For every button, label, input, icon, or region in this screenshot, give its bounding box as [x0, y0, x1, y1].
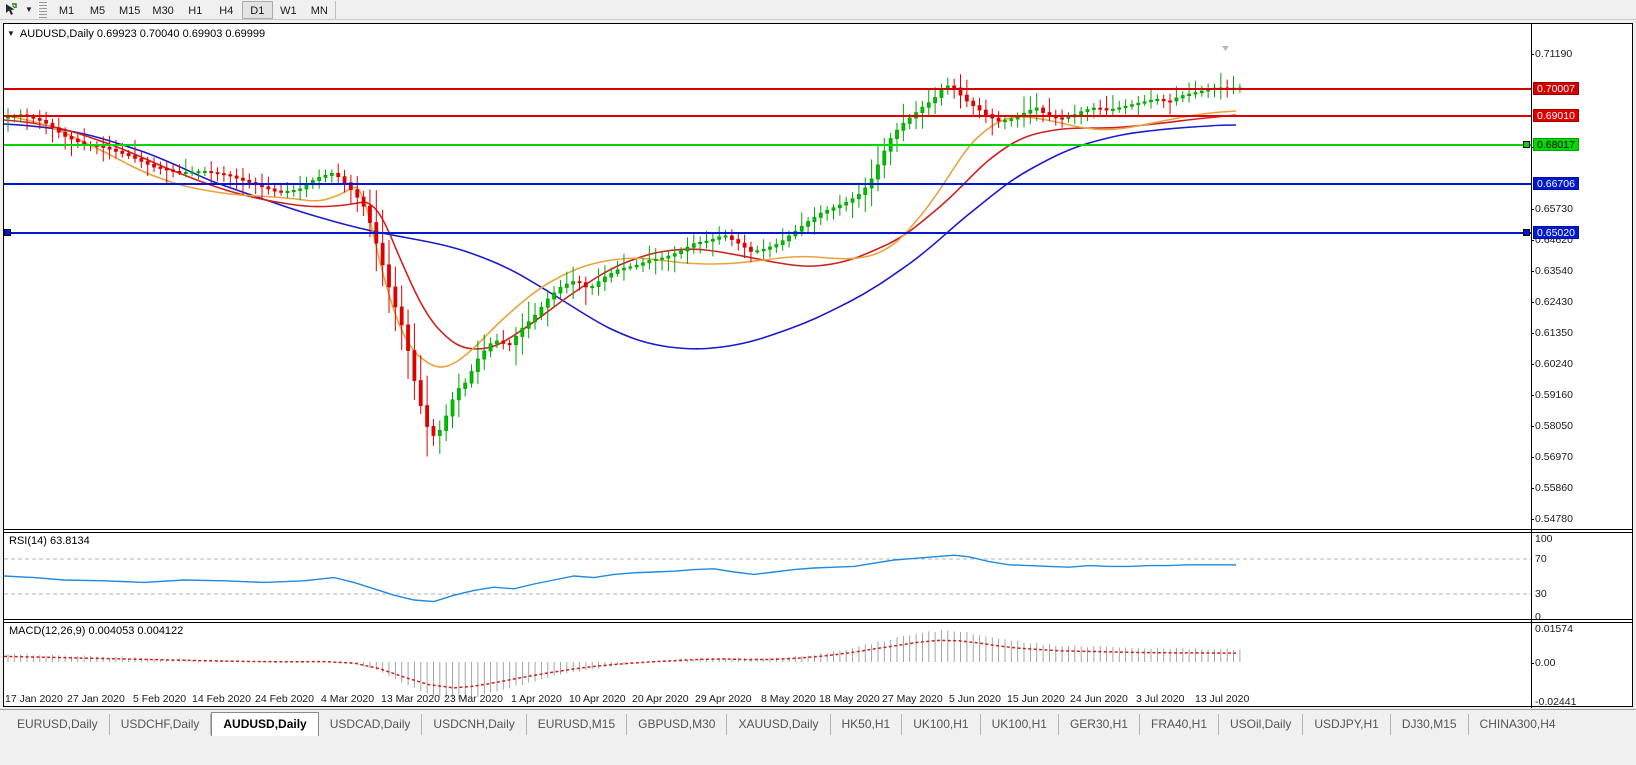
date-tick: 27 May 2020 — [882, 693, 943, 705]
price-badge-065020[interactable]: 0.65020 — [1533, 226, 1579, 239]
date-tick: 1 Apr 2020 — [511, 693, 562, 705]
tab-eurusd-daily[interactable]: EURUSD,Daily — [6, 714, 110, 735]
date-tick: 13 Jul 2020 — [1195, 693, 1250, 705]
rsi-tick-100: 100 — [1535, 533, 1553, 545]
rsi-tick-70: 70 — [1535, 553, 1547, 565]
timeframe-mn[interactable]: MN — [310, 4, 328, 17]
toolbar-drag-handle[interactable] — [38, 1, 47, 18]
date-axis: 17 Jan 2020 27 Jan 2020 5 Feb 2020 14 Fe… — [3, 693, 1633, 707]
date-tick: 24 Feb 2020 — [255, 693, 314, 705]
rsi-tick-0: 0 — [1535, 611, 1541, 623]
tab-audusd-daily[interactable]: AUDUSD,Daily — [211, 712, 319, 736]
price-tick: 0.55860 — [1531, 483, 1573, 494]
macd-tick-bottom: -0.02441 — [1535, 696, 1577, 708]
price-tick: 0.65730 — [1531, 204, 1573, 215]
macd-pane-title: MACD(12,26,9) 0.004053 0.004122 — [9, 625, 184, 637]
date-tick: 4 Mar 2020 — [321, 693, 375, 705]
pane-separator-macd — [4, 619, 1632, 620]
timeframe-m1[interactable]: M1 — [58, 4, 75, 17]
timeframe-button-group: M1 M5 M15 M30 H1 H4 D1 W1 MN — [51, 0, 336, 19]
price-tick: 0.56970 — [1531, 452, 1573, 463]
level-line-069010[interactable] — [4, 115, 1531, 117]
timeframe-d1[interactable]: D1 — [241, 0, 273, 19]
pane-separator-macd-2 — [4, 622, 1632, 623]
tab-china300-h4[interactable]: CHINA300,H4 — [1479, 717, 1556, 731]
chevron-down-icon[interactable]: ▼ — [25, 5, 33, 14]
date-tick: 23 Mar 2020 — [444, 693, 503, 705]
tab-usdjpy-h1[interactable]: USDJPY,H1 — [1303, 714, 1391, 735]
tab-ger30-h1[interactable]: GER30,H1 — [1059, 714, 1140, 735]
date-tick: 29 Apr 2020 — [695, 693, 752, 705]
date-tick: 20 Apr 2020 — [632, 693, 689, 705]
price-tick: 0.61350 — [1531, 328, 1573, 339]
date-tick: 3 Jul 2020 — [1136, 693, 1185, 705]
tab-xauusd-daily[interactable]: XAUUSD,Daily — [727, 714, 831, 735]
timeframe-w1[interactable]: W1 — [280, 4, 297, 17]
tab-uk100-h1-2[interactable]: UK100,H1 — [981, 714, 1059, 735]
chart-drawing-layer — [4, 46, 1531, 700]
level-line-070007[interactable] — [4, 88, 1531, 90]
level-line-065020[interactable] — [4, 232, 1531, 234]
tab-usdcad-daily[interactable]: USDCAD,Daily — [319, 714, 423, 735]
tab-uk100-h1[interactable]: UK100,H1 — [902, 714, 981, 735]
price-badge-066706[interactable]: 0.66706 — [1533, 177, 1579, 190]
price-tick: 0.59160 — [1531, 390, 1573, 401]
tab-usdcnh-daily[interactable]: USDCNH,Daily — [422, 714, 527, 735]
date-tick: 15 Jun 2020 — [1007, 693, 1065, 705]
date-tick: 10 Apr 2020 — [569, 693, 626, 705]
macd-tick-zero: 0.00 — [1531, 658, 1555, 669]
chart-tabbar: EURUSD,Daily USDCHF,Daily AUDUSD,Daily U… — [0, 709, 1636, 765]
level-handle-065020-left[interactable] — [4, 229, 11, 236]
date-tick: 8 May 2020 — [761, 693, 816, 705]
price-badge-068017[interactable]: 0.68017 — [1533, 138, 1579, 151]
tab-hk50-h1[interactable]: HK50,H1 — [831, 714, 903, 735]
date-tick: 13 Mar 2020 — [381, 693, 440, 705]
macd-tick-top: 0.01574 — [1535, 623, 1573, 635]
rsi-tick-30: 30 — [1535, 588, 1547, 600]
date-tick: 24 Jun 2020 — [1070, 693, 1128, 705]
tab-fra40-h1[interactable]: FRA40,H1 — [1140, 714, 1220, 735]
level-line-068017[interactable] — [4, 144, 1531, 146]
date-tick: 5 Feb 2020 — [133, 693, 187, 705]
chart-tab-strip: EURUSD,Daily USDCHF,Daily AUDUSD,Daily U… — [6, 712, 1567, 736]
date-tick: 18 May 2020 — [819, 693, 880, 705]
pane-separator-rsi — [4, 529, 1632, 530]
chart-header-text: AUDUSD,Daily 0.69923 0.70040 0.69903 0.6… — [19, 27, 266, 40]
date-tick: 17 Jan 2020 — [5, 693, 63, 705]
tab-eurusd-m15[interactable]: EURUSD,M15 — [527, 714, 628, 735]
pane-separator-rsi-2 — [4, 532, 1632, 533]
timeframe-m30[interactable]: M30 — [152, 4, 174, 17]
date-tick: 27 Jan 2020 — [67, 693, 125, 705]
cursor-crosshair-icon[interactable] — [0, 1, 22, 19]
date-tick: 5 Jun 2020 — [949, 693, 1001, 705]
price-tick: 0.60240 — [1531, 359, 1573, 370]
timeframe-m15[interactable]: M15 — [119, 4, 141, 17]
timeframe-h4[interactable]: H4 — [219, 4, 234, 17]
timeframe-toolbar: ▼ M1 M5 M15 M30 H1 H4 D1 W1 MN — [0, 0, 1636, 20]
rsi-pane-title: RSI(14) 63.8134 — [9, 535, 90, 547]
level-handle-068017[interactable] — [1523, 141, 1530, 148]
price-axis-divider — [1531, 24, 1532, 708]
timeframe-h1[interactable]: H1 — [188, 4, 203, 17]
price-tick: 0.54780 — [1531, 514, 1573, 525]
level-line-066706[interactable] — [4, 183, 1531, 185]
chart-canvas[interactable]: ▼ AUDUSD,Daily 0.69923 0.70040 0.69903 0… — [3, 23, 1633, 708]
price-tick: 0.58050 — [1531, 421, 1573, 432]
price-tick: 0.62430 — [1531, 297, 1573, 308]
level-handle-065020[interactable] — [1523, 229, 1530, 236]
tab-usoil-daily[interactable]: USOil,Daily — [1219, 714, 1304, 735]
price-tick: 0.71190 — [1531, 49, 1572, 60]
timeframe-m5[interactable]: M5 — [89, 4, 106, 17]
tab-gbpusd-m30[interactable]: GBPUSD,M30 — [627, 714, 728, 735]
date-tick: 14 Feb 2020 — [192, 693, 251, 705]
price-badge-069010[interactable]: 0.69010 — [1533, 109, 1579, 122]
price-tick: 0.64620 — [1531, 235, 1573, 246]
chart-symbol-header[interactable]: ▼ AUDUSD,Daily 0.69923 0.70040 0.69903 0… — [7, 27, 265, 40]
collapse-triangle-icon[interactable]: ▼ — [7, 29, 15, 38]
tab-usdchf-daily[interactable]: USDCHF,Daily — [110, 714, 212, 735]
price-tick: 0.63540 — [1531, 266, 1573, 277]
price-badge-070007[interactable]: 0.70007 — [1533, 82, 1579, 95]
tab-dj30-m15[interactable]: DJ30,M15 — [1391, 714, 1469, 735]
